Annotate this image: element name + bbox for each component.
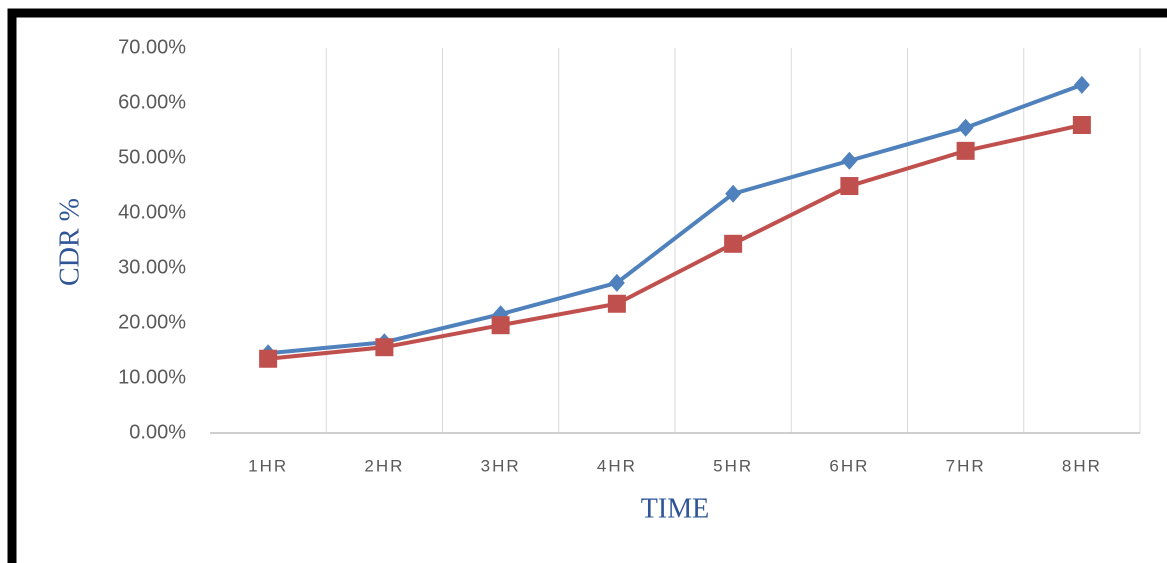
- y-tick-label: 70.00%: [118, 36, 186, 58]
- x-axis-title: TIME: [641, 493, 709, 524]
- marker: [608, 273, 625, 292]
- x-tick-label: 1HR: [248, 456, 288, 475]
- x-tick-label: 4HR: [597, 456, 637, 475]
- marker: [840, 177, 859, 196]
- marker: [375, 338, 394, 357]
- x-tick-label: 3HR: [481, 456, 521, 475]
- y-axis-title: CDR %: [54, 198, 85, 286]
- frame: [7, 8, 1167, 563]
- marker: [1072, 116, 1091, 134]
- y-tick-label: 20.00%: [118, 311, 186, 333]
- y-tick-label: 10.00%: [118, 366, 186, 388]
- x-tick-label: 5HR: [713, 456, 753, 475]
- marker: [841, 151, 858, 170]
- y-tick-label: 50.00%: [118, 146, 186, 168]
- series-line: [267, 123, 1083, 361]
- x-tick-label: 6HR: [829, 456, 869, 475]
- marker: [607, 294, 626, 313]
- y-tick-label: 0.00%: [129, 421, 186, 443]
- x-tick-label: 2HR: [364, 456, 404, 475]
- y-tick-label: 30.00%: [118, 256, 186, 278]
- marker: [725, 184, 742, 203]
- marker: [957, 118, 974, 137]
- y-tick-label: 60.00%: [118, 91, 186, 113]
- marker: [724, 234, 743, 253]
- marker: [1073, 75, 1090, 94]
- marker: [491, 316, 510, 335]
- y-tick-label: 40.00%: [118, 201, 186, 223]
- series-line: [267, 82, 1083, 356]
- marker: [259, 349, 278, 368]
- x-tick-label: 8HR: [1062, 456, 1102, 475]
- x-tick-label: 7HR: [946, 456, 986, 475]
- marker: [956, 141, 975, 160]
